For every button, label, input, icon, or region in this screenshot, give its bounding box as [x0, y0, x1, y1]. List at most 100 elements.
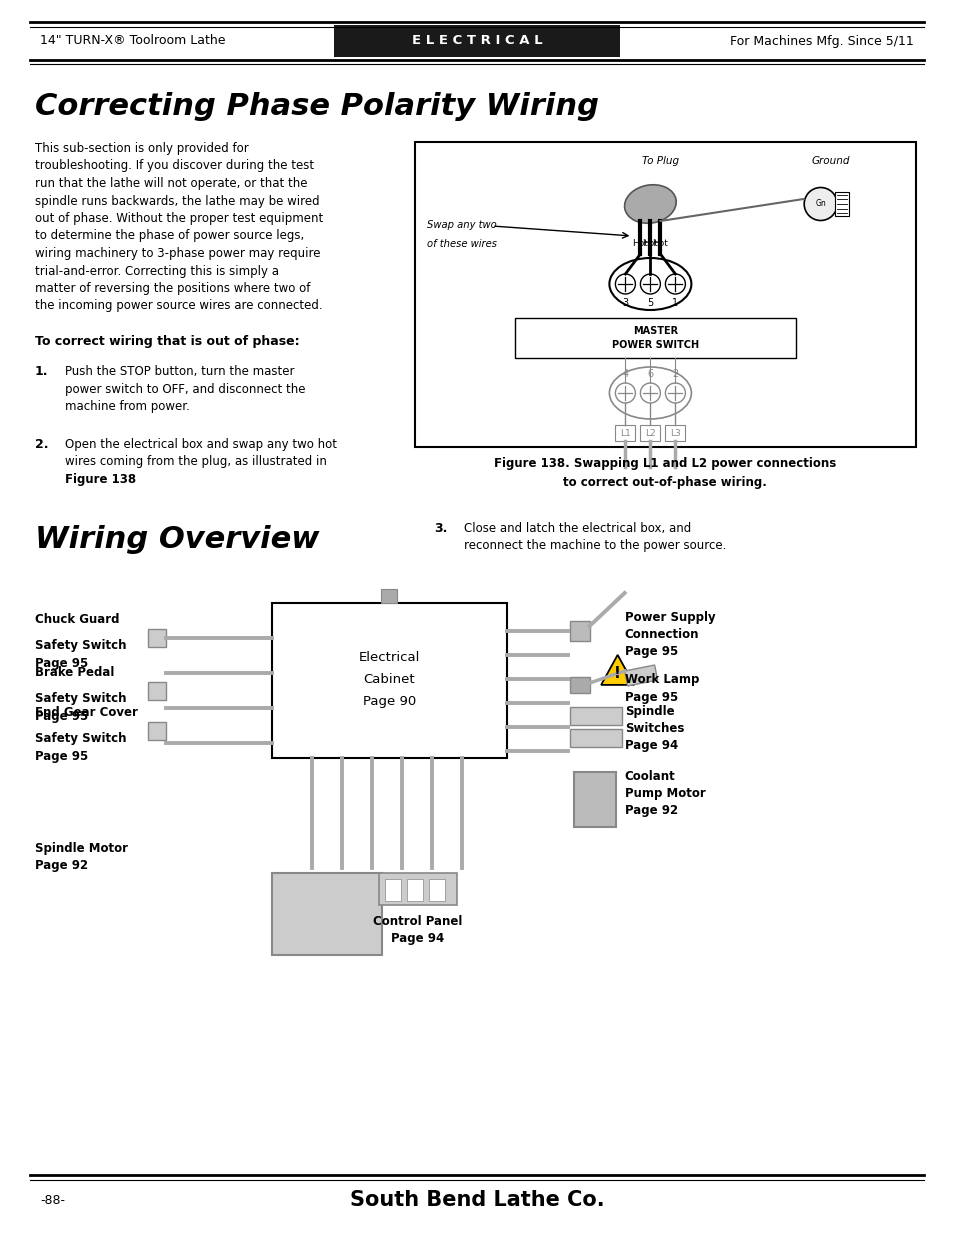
Polygon shape [600, 655, 634, 685]
FancyBboxPatch shape [573, 772, 615, 827]
Text: Brake Pedal: Brake Pedal [35, 666, 114, 679]
Text: !: ! [614, 666, 620, 680]
Text: -88-: -88- [40, 1193, 65, 1207]
FancyBboxPatch shape [615, 425, 635, 441]
Text: Figure 138: Figure 138 [65, 473, 136, 485]
Text: machine from power.: machine from power. [65, 400, 190, 412]
FancyBboxPatch shape [148, 629, 166, 647]
Circle shape [615, 383, 635, 403]
Text: Correcting Phase Polarity Wiring: Correcting Phase Polarity Wiring [35, 91, 598, 121]
Text: Page 90: Page 90 [362, 695, 416, 708]
Text: Page 94: Page 94 [391, 932, 444, 945]
Text: 4: 4 [621, 369, 628, 379]
Text: For Machines Mfg. Since 5/11: For Machines Mfg. Since 5/11 [729, 35, 913, 47]
Text: troubleshooting. If you discover during the test: troubleshooting. If you discover during … [35, 159, 314, 173]
Text: E L E C T R I C A L: E L E C T R I C A L [412, 35, 541, 47]
Text: 2.: 2. [35, 437, 49, 451]
Text: Page 95: Page 95 [35, 750, 89, 763]
Text: matter of reversing the positions where two of: matter of reversing the positions where … [35, 282, 310, 295]
Text: to correct out-of-phase wiring.: to correct out-of-phase wiring. [563, 475, 766, 489]
Text: 3: 3 [621, 298, 628, 308]
Text: the incoming power source wires are connected.: the incoming power source wires are conn… [35, 300, 322, 312]
FancyBboxPatch shape [415, 142, 915, 447]
Text: trial-and-error. Correcting this is simply a: trial-and-error. Correcting this is simp… [35, 264, 278, 278]
FancyBboxPatch shape [639, 425, 659, 441]
Text: Spindle: Spindle [624, 705, 674, 718]
Text: Wiring Overview: Wiring Overview [35, 525, 319, 555]
FancyBboxPatch shape [148, 682, 166, 700]
FancyBboxPatch shape [381, 589, 397, 603]
Text: 5: 5 [646, 298, 653, 308]
Circle shape [664, 383, 684, 403]
Text: Page 92: Page 92 [624, 804, 678, 818]
Text: South Bend Lathe Co.: South Bend Lathe Co. [350, 1191, 603, 1210]
FancyBboxPatch shape [569, 677, 589, 693]
Text: Work Lamp: Work Lamp [624, 673, 699, 685]
Circle shape [664, 274, 684, 294]
FancyBboxPatch shape [378, 873, 456, 905]
Text: Power Supply: Power Supply [624, 611, 715, 624]
Text: out of phase. Without the proper test equipment: out of phase. Without the proper test eq… [35, 212, 323, 225]
Text: spindle runs backwards, the lathe may be wired: spindle runs backwards, the lathe may be… [35, 194, 319, 207]
Text: Page 95: Page 95 [35, 710, 89, 722]
Text: Safety Switch: Safety Switch [35, 732, 127, 745]
Text: Page 95: Page 95 [624, 692, 678, 704]
Text: Page 94: Page 94 [624, 739, 678, 752]
Text: This sub-section is only provided for: This sub-section is only provided for [35, 142, 249, 156]
Text: Push the STOP button, turn the master: Push the STOP button, turn the master [65, 366, 294, 378]
Text: 3.: 3. [434, 522, 447, 535]
Text: L3: L3 [669, 429, 680, 437]
Text: Hot: Hot [652, 240, 668, 248]
Polygon shape [624, 664, 657, 685]
Circle shape [639, 274, 659, 294]
Text: MASTER: MASTER [632, 326, 678, 336]
FancyBboxPatch shape [569, 621, 589, 641]
Text: Safety Switch: Safety Switch [35, 638, 127, 652]
Text: power switch to OFF, and disconnect the: power switch to OFF, and disconnect the [65, 383, 305, 395]
Text: Gn: Gn [815, 199, 825, 207]
FancyBboxPatch shape [334, 25, 619, 57]
FancyBboxPatch shape [384, 879, 400, 902]
Text: 14" TURN-X® Toolroom Lathe: 14" TURN-X® Toolroom Lathe [40, 35, 225, 47]
FancyBboxPatch shape [834, 191, 848, 216]
Text: Hot: Hot [641, 240, 658, 248]
FancyBboxPatch shape [428, 879, 444, 902]
FancyBboxPatch shape [148, 722, 166, 740]
Text: wires coming from the plug, as illustrated in: wires coming from the plug, as illustrat… [65, 454, 327, 468]
Text: Page 92: Page 92 [35, 860, 88, 872]
Text: 1: 1 [672, 298, 678, 308]
Ellipse shape [624, 185, 676, 224]
Text: End Gear Cover: End Gear Cover [35, 706, 138, 719]
Text: wiring machinery to 3-phase power may require: wiring machinery to 3-phase power may re… [35, 247, 320, 261]
Text: To Plug: To Plug [641, 156, 679, 165]
Text: Cabinet: Cabinet [363, 673, 415, 685]
Text: Safety Switch: Safety Switch [35, 692, 127, 705]
Circle shape [615, 274, 635, 294]
FancyBboxPatch shape [272, 873, 381, 955]
Text: run that the lathe will not operate, or that the: run that the lathe will not operate, or … [35, 177, 307, 190]
Text: To correct wiring that is out of phase:: To correct wiring that is out of phase: [35, 335, 299, 348]
FancyBboxPatch shape [406, 879, 422, 902]
Text: reconnect the machine to the power source.: reconnect the machine to the power sourc… [463, 540, 725, 552]
Text: Switches: Switches [624, 722, 683, 735]
Text: Connection: Connection [624, 629, 699, 641]
Text: L2: L2 [644, 429, 655, 437]
Text: Close and latch the electrical box, and: Close and latch the electrical box, and [463, 522, 691, 535]
Text: 1.: 1. [35, 366, 49, 378]
Circle shape [803, 188, 837, 221]
Text: Coolant: Coolant [624, 769, 675, 783]
Text: 2: 2 [672, 369, 678, 379]
FancyBboxPatch shape [569, 729, 621, 747]
Text: Spindle Motor: Spindle Motor [35, 842, 128, 855]
Text: of these wires: of these wires [427, 240, 497, 249]
Text: to determine the phase of power source legs,: to determine the phase of power source l… [35, 230, 304, 242]
FancyBboxPatch shape [515, 317, 795, 358]
Circle shape [639, 383, 659, 403]
Text: POWER SWITCH: POWER SWITCH [611, 340, 699, 350]
Text: Electrical: Electrical [358, 651, 419, 664]
Text: Ground: Ground [811, 156, 849, 165]
Text: Hot: Hot [632, 240, 648, 248]
Text: Open the electrical box and swap any two hot: Open the electrical box and swap any two… [65, 437, 336, 451]
Text: L1: L1 [619, 429, 630, 437]
Text: Figure 138. Swapping L1 and L2 power connections: Figure 138. Swapping L1 and L2 power con… [494, 457, 836, 471]
